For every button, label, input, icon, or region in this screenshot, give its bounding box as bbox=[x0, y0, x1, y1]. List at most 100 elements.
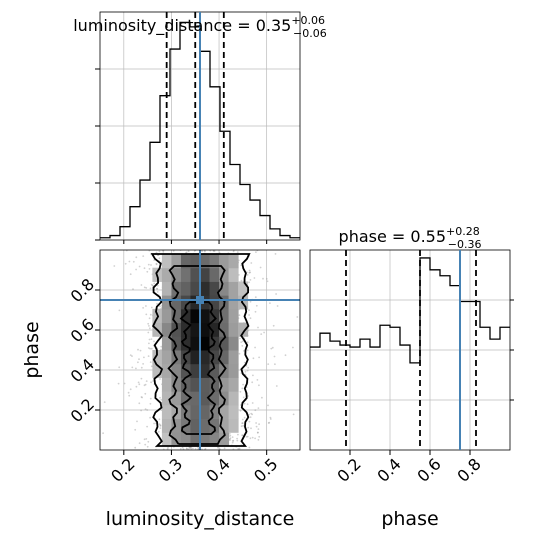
density-cell bbox=[190, 267, 201, 282]
x-tick-label: 0.3 bbox=[155, 454, 186, 485]
sample-point bbox=[146, 425, 149, 428]
sample-point bbox=[149, 416, 152, 419]
sample-point bbox=[241, 418, 244, 421]
density-cell bbox=[161, 418, 172, 433]
sample-point bbox=[150, 381, 153, 384]
sample-point bbox=[246, 435, 249, 438]
sample-point bbox=[237, 433, 239, 436]
contour-middle bbox=[167, 265, 227, 445]
density-cell bbox=[180, 391, 191, 406]
sample-point bbox=[248, 314, 251, 316]
sample-point bbox=[147, 263, 150, 266]
sample-point bbox=[249, 279, 252, 281]
sample-point bbox=[118, 366, 121, 369]
sample-point bbox=[117, 382, 120, 385]
density-cell bbox=[209, 432, 220, 447]
sample-point bbox=[229, 439, 231, 441]
sample-point bbox=[127, 391, 130, 394]
density-cell bbox=[180, 281, 191, 296]
scatter-panel: 0.2 0.3 0.4 0.5 0.2 0.4 0.6 0.8 luminosity_dis… bbox=[21, 249, 310, 530]
sample-point bbox=[275, 293, 277, 295]
y-tick-label: 0.4 bbox=[67, 355, 98, 386]
density-cell bbox=[219, 350, 230, 365]
sample-point bbox=[129, 354, 132, 356]
sample-point bbox=[244, 370, 247, 373]
sample-point bbox=[138, 358, 140, 361]
sample-point bbox=[132, 288, 134, 290]
sample-point bbox=[153, 340, 155, 343]
sample-point bbox=[241, 387, 244, 390]
density-cell bbox=[161, 295, 172, 310]
sample-point bbox=[250, 412, 253, 415]
sample-point bbox=[148, 268, 151, 270]
sample-point bbox=[179, 448, 182, 450]
sample-point bbox=[249, 271, 252, 274]
sample-point bbox=[249, 317, 252, 320]
y-tick-label: 0.2 bbox=[67, 395, 98, 426]
sample-point bbox=[255, 304, 258, 307]
density-cell bbox=[161, 363, 172, 378]
sample-point bbox=[182, 448, 185, 450]
sample-point bbox=[257, 326, 259, 329]
density-cell bbox=[209, 350, 220, 365]
density-cell bbox=[219, 281, 230, 296]
sample-point bbox=[265, 278, 268, 280]
sample-point bbox=[246, 369, 249, 372]
sample-point bbox=[160, 345, 163, 348]
sample-point bbox=[204, 447, 207, 450]
sample-point bbox=[144, 383, 147, 386]
sample-point bbox=[261, 396, 263, 399]
x-tick-label: 0.2 bbox=[107, 454, 138, 485]
sample-point bbox=[131, 355, 133, 357]
sample-point bbox=[138, 265, 141, 268]
sample-point bbox=[150, 264, 152, 266]
sample-point bbox=[248, 281, 251, 284]
sample-point bbox=[147, 440, 150, 443]
density-cell bbox=[209, 254, 220, 269]
sample-point bbox=[249, 416, 252, 419]
sample-point bbox=[240, 264, 243, 267]
sample-point bbox=[129, 273, 132, 276]
sample-point bbox=[232, 439, 235, 442]
density-cell bbox=[161, 350, 172, 365]
luminosity-distance-title: luminosity_distance = 0.35+0.06 −0.06 bbox=[73, 14, 327, 40]
sample-point bbox=[308, 436, 310, 438]
sample-point bbox=[138, 402, 141, 405]
density-cell bbox=[228, 267, 239, 282]
sample-point bbox=[254, 346, 256, 349]
sample-point bbox=[140, 366, 143, 369]
sample-point bbox=[137, 348, 139, 351]
sample-point bbox=[157, 430, 160, 433]
sample-point bbox=[144, 443, 147, 446]
sample-point bbox=[147, 347, 150, 349]
sample-point bbox=[148, 338, 151, 341]
sample-point bbox=[143, 384, 146, 387]
sample-point bbox=[257, 428, 260, 430]
sample-point bbox=[228, 432, 231, 435]
sample-point bbox=[251, 436, 254, 439]
sample-point bbox=[148, 325, 150, 327]
sample-point bbox=[135, 385, 138, 388]
sample-point bbox=[273, 355, 276, 358]
sample-point bbox=[172, 250, 175, 252]
sample-point bbox=[267, 404, 269, 407]
sample-point bbox=[136, 420, 138, 423]
sample-point bbox=[139, 349, 142, 352]
y-tick-label: 0.6 bbox=[67, 315, 98, 346]
sample-point bbox=[229, 434, 232, 437]
sample-point bbox=[138, 442, 141, 445]
sample-point bbox=[247, 395, 250, 397]
density-cell bbox=[219, 404, 230, 420]
sample-point bbox=[271, 346, 274, 349]
sample-point bbox=[267, 422, 270, 424]
x-tick-label: 0.2 bbox=[333, 454, 364, 485]
sample-point bbox=[270, 347, 273, 350]
sample-point bbox=[254, 310, 257, 313]
sample-point bbox=[146, 270, 149, 273]
sample-point bbox=[262, 277, 264, 280]
sample-point bbox=[256, 379, 259, 381]
sample-point bbox=[148, 327, 151, 330]
sample-point bbox=[292, 346, 294, 349]
sample-point bbox=[137, 361, 139, 364]
density-cell bbox=[228, 254, 239, 269]
